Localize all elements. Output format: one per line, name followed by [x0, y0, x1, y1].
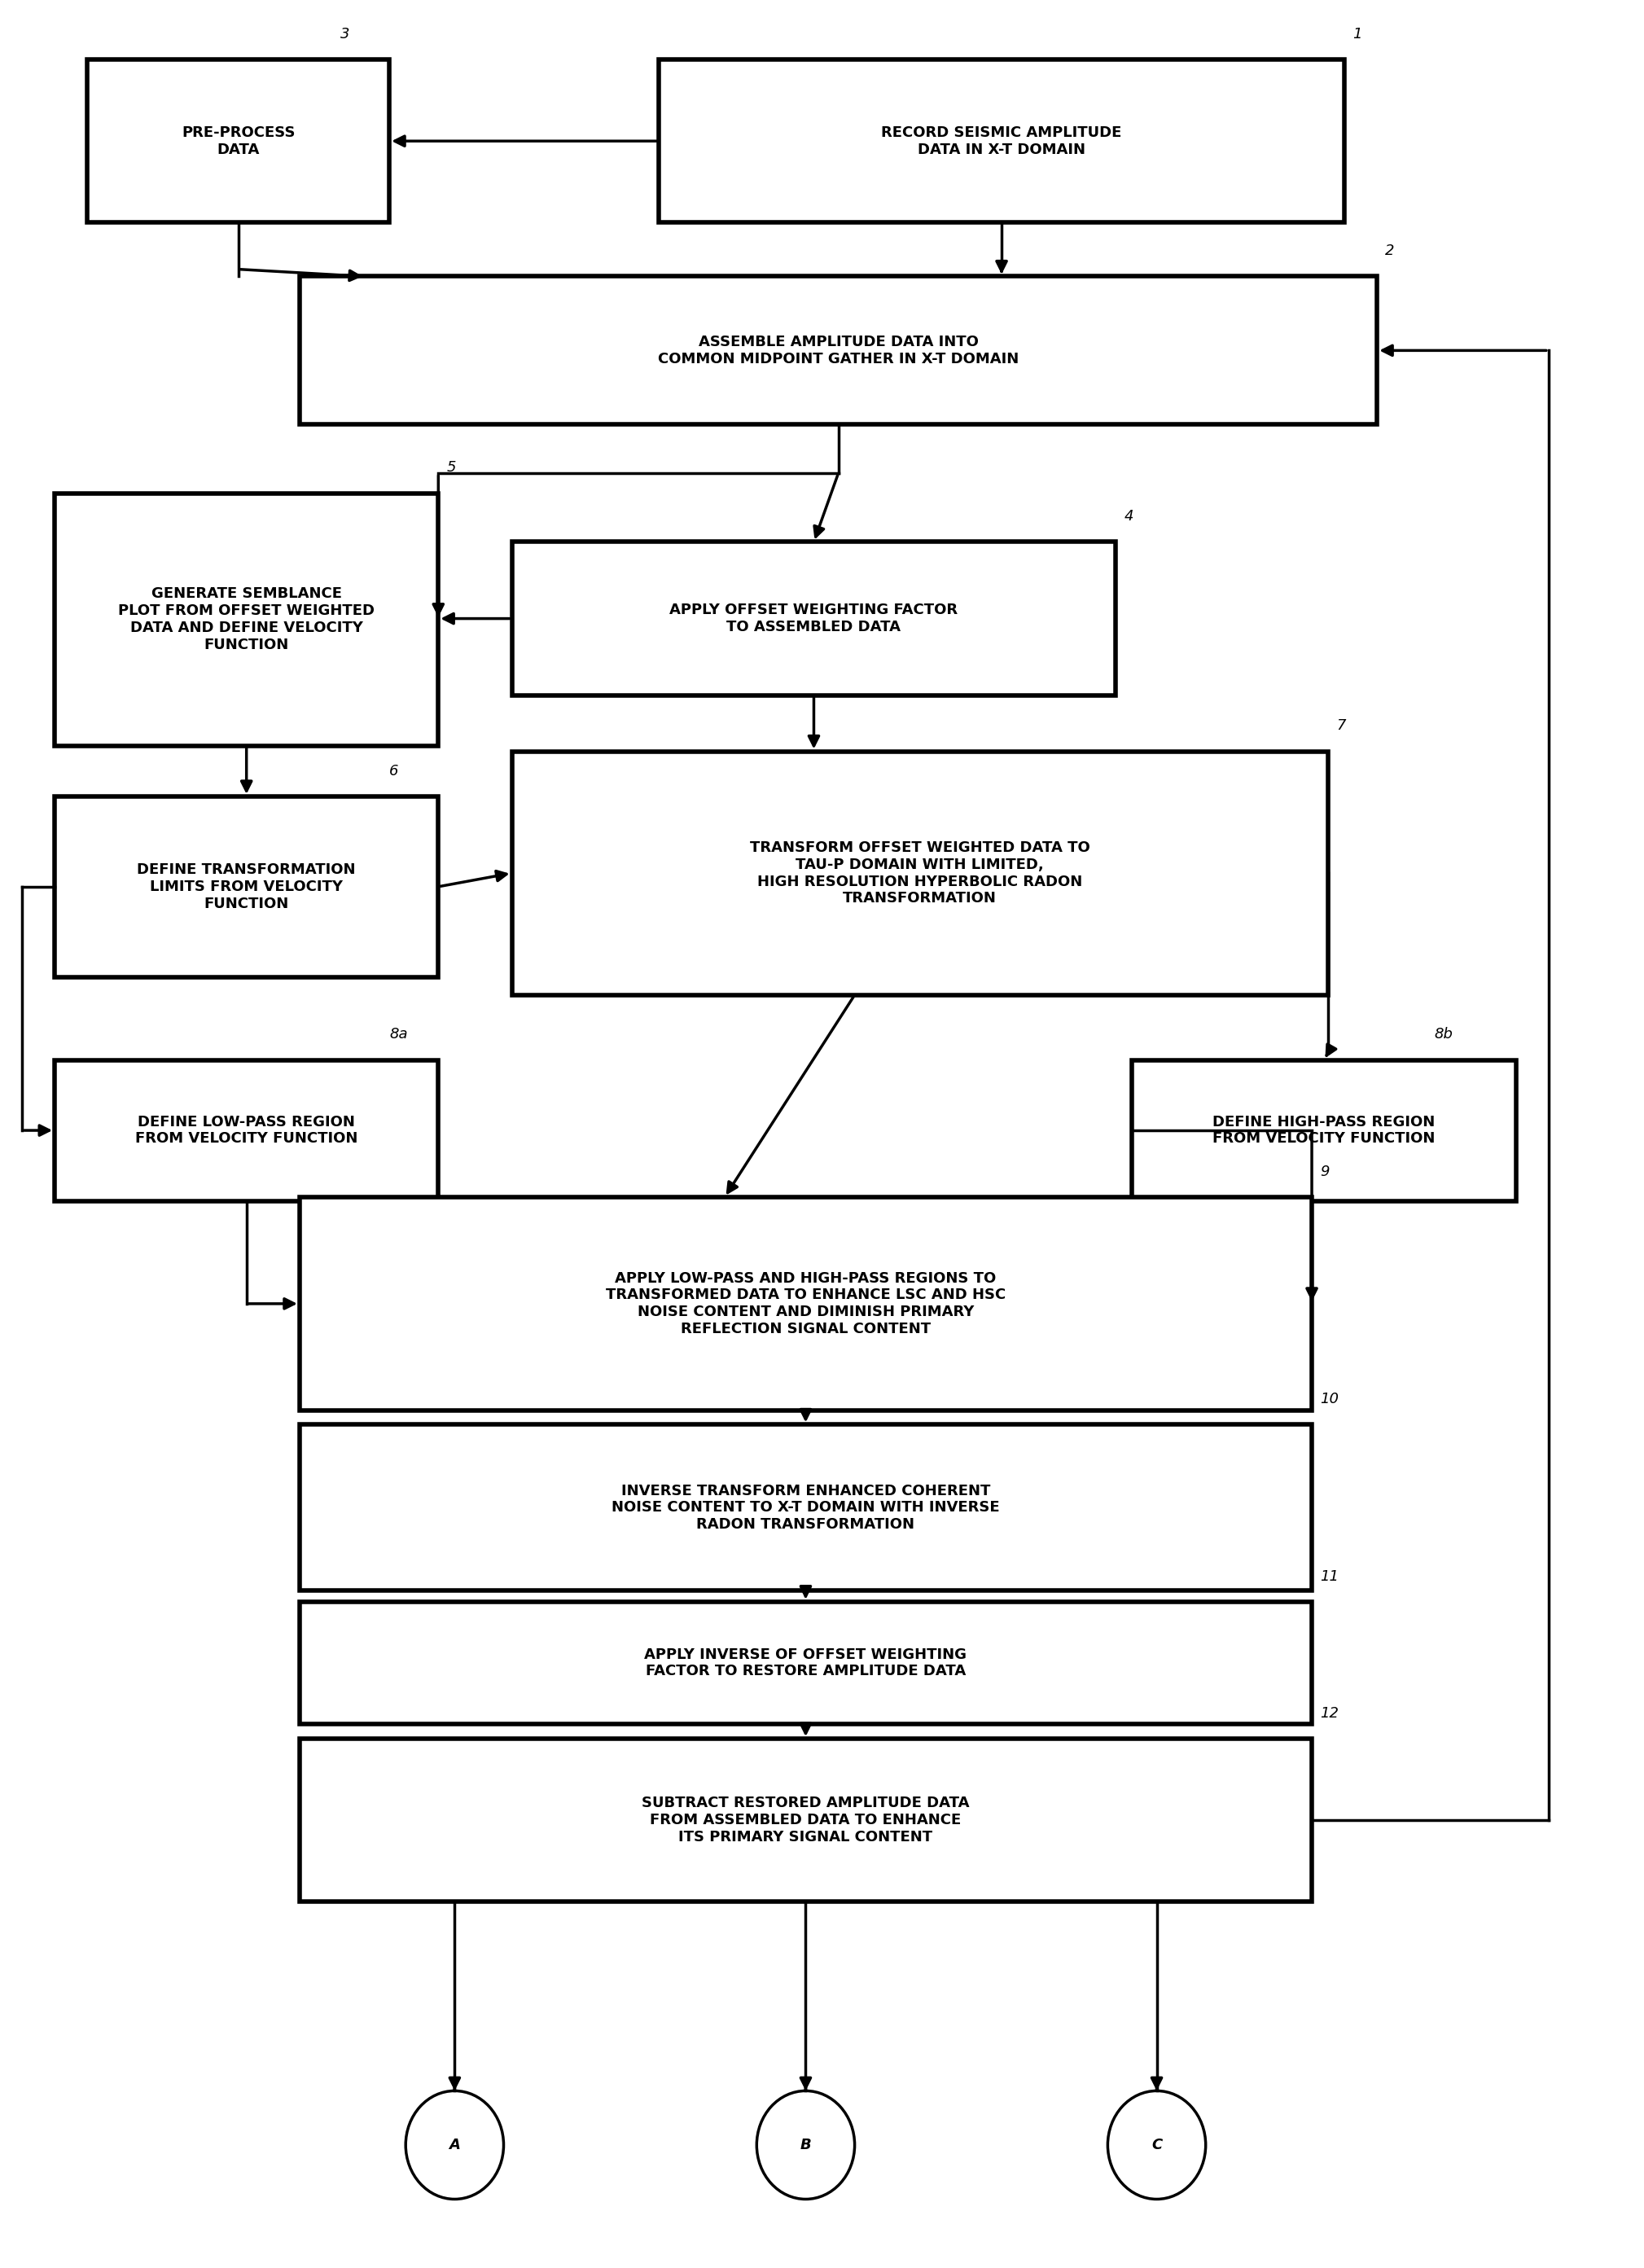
Text: PRE-PROCESS
DATA: PRE-PROCESS DATA [181, 125, 296, 156]
Text: TRANSFORM OFFSET WEIGHTED DATA TO
TAU-P DOMAIN WITH LIMITED,
HIGH RESOLUTION HYP: TRANSFORM OFFSET WEIGHTED DATA TO TAU-P … [750, 841, 1090, 905]
FancyBboxPatch shape [54, 1059, 439, 1200]
Text: 6: 6 [390, 764, 399, 778]
Text: C: C [1151, 2139, 1162, 2152]
Text: APPLY INVERSE OF OFFSET WEIGHTING
FACTOR TO RESTORE AMPLITUDE DATA: APPLY INVERSE OF OFFSET WEIGHTING FACTOR… [644, 1647, 967, 1678]
Text: APPLY OFFSET WEIGHTING FACTOR
TO ASSEMBLED DATA: APPLY OFFSET WEIGHTING FACTOR TO ASSEMBL… [669, 603, 958, 635]
Text: A: A [449, 2139, 460, 2152]
FancyBboxPatch shape [299, 1198, 1312, 1411]
Text: DEFINE HIGH-PASS REGION
FROM VELOCITY FUNCTION: DEFINE HIGH-PASS REGION FROM VELOCITY FU… [1213, 1114, 1435, 1145]
Text: B: B [801, 2139, 810, 2152]
FancyBboxPatch shape [87, 59, 390, 222]
FancyBboxPatch shape [511, 542, 1116, 696]
Text: RECORD SEISMIC AMPLITUDE
DATA IN X-T DOMAIN: RECORD SEISMIC AMPLITUDE DATA IN X-T DOM… [881, 125, 1121, 156]
FancyBboxPatch shape [299, 1601, 1312, 1724]
FancyBboxPatch shape [299, 1740, 1312, 1901]
FancyBboxPatch shape [54, 492, 439, 746]
Text: GENERATE SEMBLANCE
PLOT FROM OFFSET WEIGHTED
DATA AND DEFINE VELOCITY
FUNCTION: GENERATE SEMBLANCE PLOT FROM OFFSET WEIG… [118, 587, 375, 653]
Text: 1: 1 [1353, 27, 1361, 41]
Text: 12: 12 [1320, 1706, 1338, 1721]
Text: 5: 5 [447, 460, 455, 474]
Text: 2: 2 [1386, 243, 1394, 259]
Text: 11: 11 [1320, 1569, 1338, 1583]
Text: ASSEMBLE AMPLITUDE DATA INTO
COMMON MIDPOINT GATHER IN X-T DOMAIN: ASSEMBLE AMPLITUDE DATA INTO COMMON MIDP… [658, 336, 1019, 365]
Text: DEFINE TRANSFORMATION
LIMITS FROM VELOCITY
FUNCTION: DEFINE TRANSFORMATION LIMITS FROM VELOCI… [136, 862, 355, 912]
FancyBboxPatch shape [1133, 1059, 1516, 1200]
FancyBboxPatch shape [299, 277, 1378, 424]
Text: 4: 4 [1124, 508, 1133, 524]
Text: INVERSE TRANSFORM ENHANCED COHERENT
NOISE CONTENT TO X-T DOMAIN WITH INVERSE
RAD: INVERSE TRANSFORM ENHANCED COHERENT NOIS… [612, 1483, 1000, 1531]
Text: 9: 9 [1320, 1163, 1330, 1179]
FancyBboxPatch shape [54, 796, 439, 978]
Text: 10: 10 [1320, 1393, 1338, 1406]
Text: DEFINE LOW-PASS REGION
FROM VELOCITY FUNCTION: DEFINE LOW-PASS REGION FROM VELOCITY FUN… [135, 1114, 358, 1145]
Text: SUBTRACT RESTORED AMPLITUDE DATA
FROM ASSEMBLED DATA TO ENHANCE
ITS PRIMARY SIGN: SUBTRACT RESTORED AMPLITUDE DATA FROM AS… [641, 1796, 970, 1844]
Text: APPLY LOW-PASS AND HIGH-PASS REGIONS TO
TRANSFORMED DATA TO ENHANCE LSC AND HSC
: APPLY LOW-PASS AND HIGH-PASS REGIONS TO … [605, 1270, 1006, 1336]
Text: 8b: 8b [1434, 1027, 1453, 1041]
Text: 8a: 8a [390, 1027, 408, 1041]
FancyBboxPatch shape [659, 59, 1345, 222]
Text: 3: 3 [340, 27, 350, 41]
FancyBboxPatch shape [299, 1424, 1312, 1590]
FancyBboxPatch shape [511, 751, 1328, 996]
Text: 7: 7 [1337, 719, 1346, 733]
